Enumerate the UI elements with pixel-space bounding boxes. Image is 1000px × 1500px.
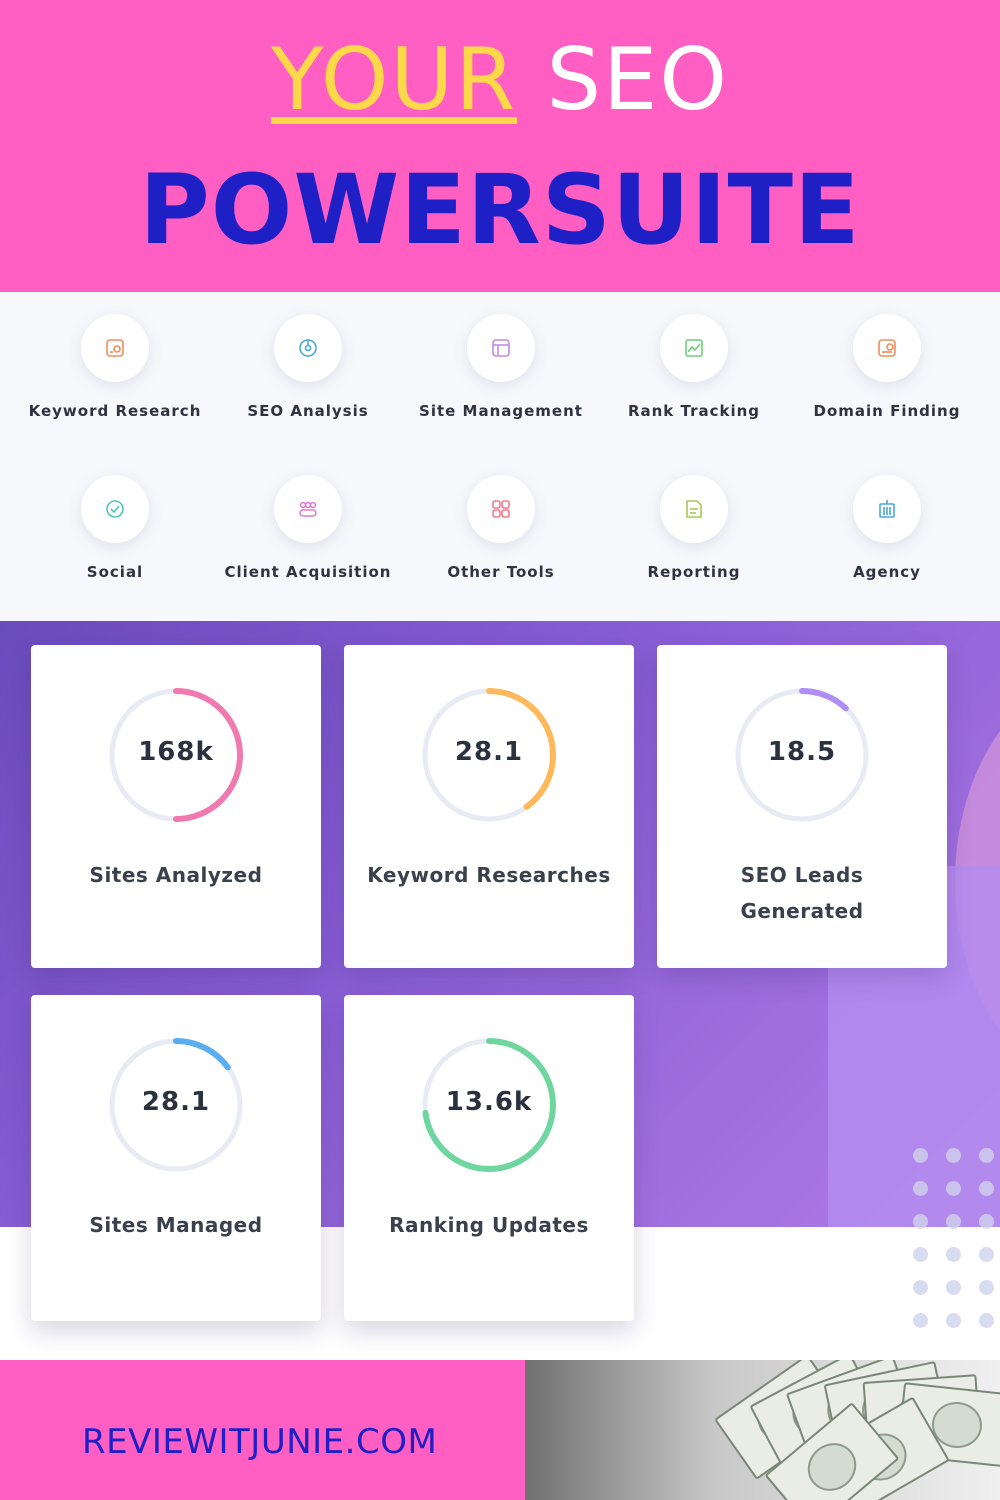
tool-site-management[interactable]: Site Management [401, 314, 601, 420]
tool-label: Other Tools [447, 563, 555, 581]
bill-portrait [798, 1433, 866, 1500]
tool-icon-circle [274, 475, 342, 543]
tool-social[interactable]: Social [15, 475, 215, 581]
client-acquisition-icon [299, 501, 317, 517]
tool-icon-circle [274, 314, 342, 382]
money-photo [525, 1360, 1000, 1500]
decorative-dot [913, 1181, 928, 1196]
agency-icon [879, 500, 895, 518]
decorative-dot [946, 1214, 961, 1229]
tool-agency[interactable]: Agency [787, 475, 987, 581]
title-your: YOUR [270, 30, 518, 130]
decorative-dot [913, 1148, 928, 1163]
tool-label: Rank Tracking [627, 402, 761, 420]
decorative-dot [979, 1214, 994, 1229]
tool-seo-analysis[interactable]: SEO Analysis [208, 314, 408, 420]
stat-card: 168k Sites Analyzed [31, 645, 321, 968]
stat-card: 28.1 Sites Managed [31, 995, 321, 1321]
stat-value: 168k [138, 737, 214, 767]
tool-label: Reporting [647, 563, 741, 581]
decorative-dot [979, 1148, 994, 1163]
progress-ring [109, 688, 243, 822]
progress-ring [422, 688, 556, 822]
progress-ring [735, 688, 869, 822]
stat-card: 28.1 Keyword Researches [344, 645, 634, 968]
footer-banner: REVIEWITJUNIE.COM [0, 1360, 525, 1500]
stat-card: 18.5 SEO Leads Generated [657, 645, 947, 968]
title-seo: SEO [546, 30, 730, 130]
tool-icon-circle [660, 314, 728, 382]
decorative-dots [905, 1140, 1000, 1340]
tool-icon-circle [660, 475, 728, 543]
title-line-1: YOUR SEO [0, 30, 1000, 130]
tool-other-tools[interactable]: Other Tools [401, 475, 601, 581]
tool-keyword-research[interactable]: Keyword Research [15, 314, 215, 420]
header-banner: YOUR SEO POWERSUITE [0, 0, 1000, 292]
stat-card: 13.6k Ranking Updates [344, 995, 634, 1321]
stat-label: Ranking Updates [389, 1213, 589, 1237]
social-icon [106, 500, 124, 518]
decorative-dot [913, 1247, 928, 1262]
tool-label: Social [86, 563, 144, 581]
tool-icon-circle [81, 475, 149, 543]
decorative-dot [946, 1280, 961, 1295]
tool-icon-circle [853, 475, 921, 543]
keyword-research-icon [106, 339, 124, 357]
progress-ring-fill [735, 688, 869, 822]
tool-label: Keyword Research [28, 402, 202, 420]
tool-label: Agency [853, 563, 921, 581]
stat-value: 18.5 [767, 737, 837, 767]
stat-value: 28.1 [141, 1087, 211, 1117]
decorative-dot [979, 1313, 994, 1328]
tool-label: Site Management [419, 402, 583, 420]
tool-rank-tracking[interactable]: Rank Tracking [594, 314, 794, 420]
other-tools-icon [492, 500, 510, 518]
seo-analysis-icon [299, 339, 317, 357]
domain-finding-icon [878, 339, 896, 357]
tool-client-acquisition[interactable]: Client Acquisition [208, 475, 408, 581]
tool-reporting[interactable]: Reporting [594, 475, 794, 581]
decorative-dot [946, 1313, 961, 1328]
title-powersuite: POWERSUITE [139, 154, 861, 266]
decorative-dot [913, 1280, 928, 1295]
progress-ring-fill [422, 688, 556, 822]
tool-icon-circle [467, 314, 535, 382]
progress-ring [109, 1038, 243, 1172]
tool-label: Domain Finding [813, 402, 961, 420]
stat-label: Keyword Researches [367, 863, 611, 887]
tools-grid: Keyword Research SEO Analysis Site Managem… [0, 292, 1000, 621]
tool-label: SEO Analysis [247, 402, 369, 420]
progress-ring-fill [109, 688, 243, 822]
decorative-dot [979, 1247, 994, 1262]
tool-icon-circle [81, 314, 149, 382]
stat-label: Sites Analyzed [89, 863, 263, 887]
decorative-dot [946, 1148, 961, 1163]
decorative-dot [946, 1181, 961, 1196]
stat-value: 28.1 [454, 737, 524, 767]
progress-ring-fill [422, 1038, 556, 1172]
tool-icon-circle [853, 314, 921, 382]
decorative-dot [913, 1313, 928, 1328]
tool-icon-circle [467, 475, 535, 543]
reporting-icon [686, 500, 702, 518]
decorative-dot [913, 1214, 928, 1229]
rank-tracking-icon [685, 339, 703, 357]
stat-label: SEO Leads Generated [740, 863, 864, 923]
stat-value: 13.6k [445, 1087, 533, 1117]
tool-label: Client Acquisition [224, 563, 392, 581]
decorative-dot [979, 1181, 994, 1196]
site-management-icon [492, 339, 510, 357]
tool-domain-finding[interactable]: Domain Finding [787, 314, 987, 420]
stat-label: Sites Managed [89, 1213, 263, 1237]
progress-ring-fill [109, 1038, 243, 1172]
decorative-dot [946, 1247, 961, 1262]
footer-site-link[interactable]: REVIEWITJUNIE.COM [82, 1422, 438, 1462]
progress-ring [422, 1038, 556, 1172]
decorative-dot [979, 1280, 994, 1295]
